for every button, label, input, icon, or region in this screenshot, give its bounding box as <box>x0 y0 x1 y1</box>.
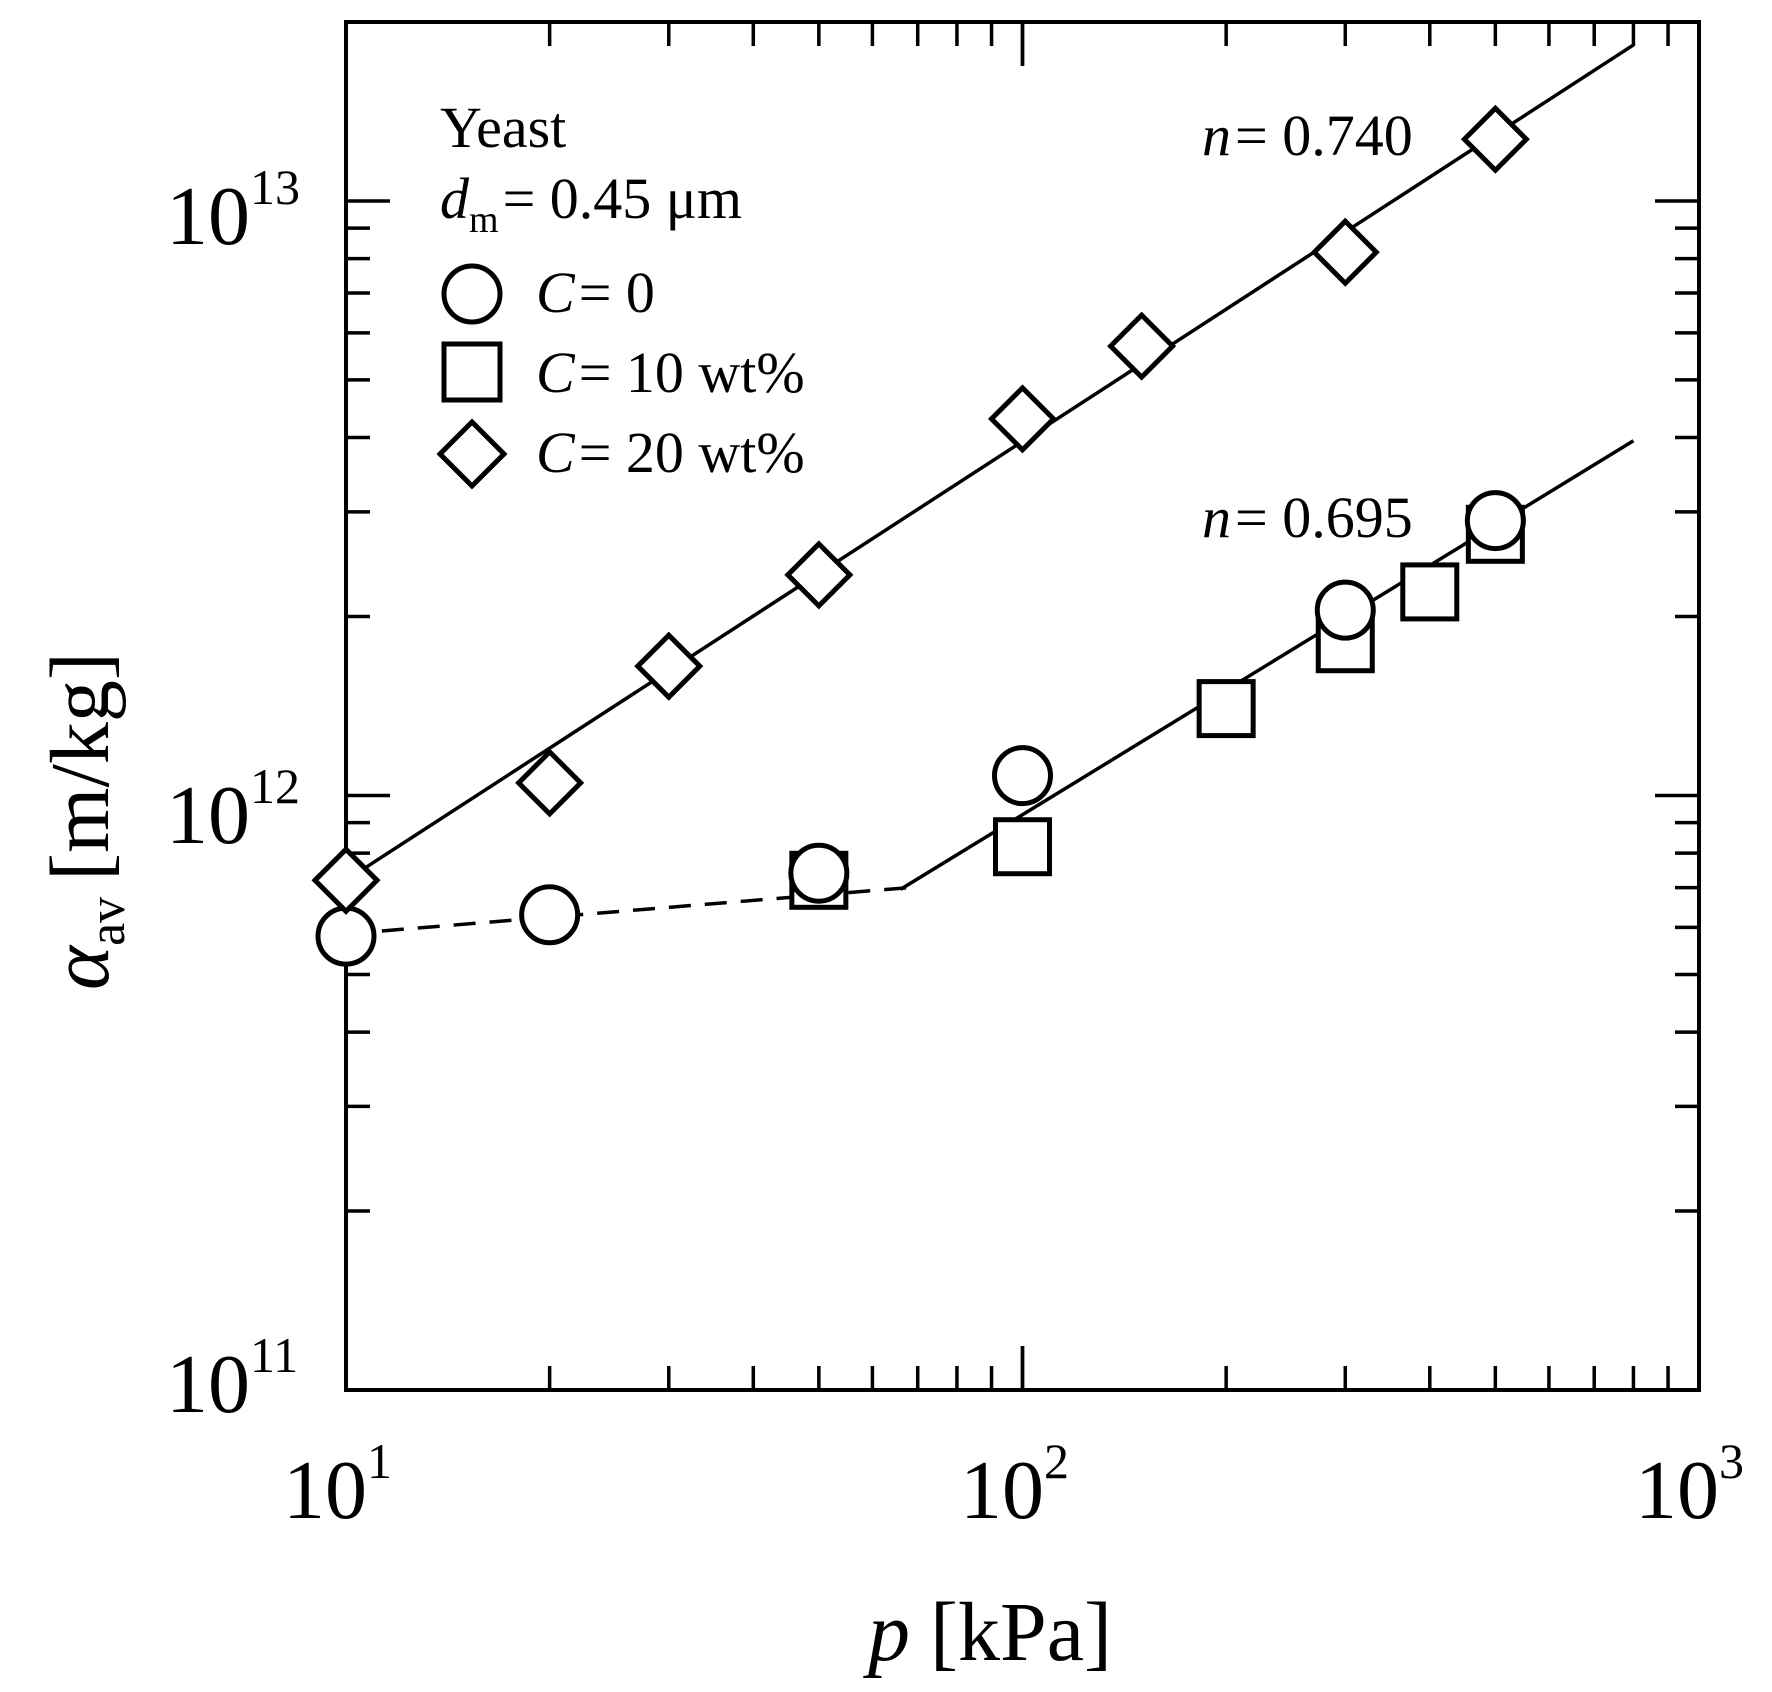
data-point-circle <box>519 884 581 946</box>
n-label-c20: n= 0.740 <box>1202 103 1413 168</box>
x-tick-label: 103 <box>1635 1433 1744 1537</box>
data-point-square <box>993 817 1052 877</box>
legend: Yeast dm= 0.45 μm C= 0 C= 10 wt% C= 20 w… <box>436 95 805 490</box>
data-point-diamond <box>634 631 704 701</box>
data-point-square <box>1196 679 1256 739</box>
data-point-diamond <box>515 748 585 818</box>
data-point-diamond <box>311 845 381 915</box>
ticks <box>344 20 1701 1392</box>
legend-entry-c20: C= 20 wt% <box>536 420 805 485</box>
data-point-circle <box>1314 579 1376 641</box>
data-point-diamond <box>987 384 1058 454</box>
y-tick-label: 1011 <box>166 1327 298 1431</box>
x-tick-label: 102 <box>960 1433 1069 1537</box>
data-point-diamond <box>1107 311 1177 381</box>
data-point-circle <box>788 842 850 904</box>
legend-membrane: dm= 0.45 μm <box>440 166 742 241</box>
y-tick-label: 1012 <box>166 758 300 862</box>
data-point-diamond <box>1310 217 1380 287</box>
data-point-diamond <box>1460 104 1530 174</box>
legend-diamond-marker <box>436 418 508 490</box>
legend-material: Yeast <box>440 95 566 160</box>
data-point-square <box>1400 562 1460 622</box>
y-tick-label: 1013 <box>166 159 300 263</box>
x-axis-label: p [kPa] <box>863 1586 1112 1679</box>
legend-circle-marker <box>441 263 503 325</box>
n-label-c0: n= 0.695 <box>1202 485 1413 550</box>
data-point-circle <box>992 745 1053 807</box>
legend-entry-c10: C= 10 wt% <box>536 340 805 405</box>
legend-entry-c0: C= 0 <box>536 260 655 325</box>
data-points <box>311 104 1530 967</box>
data-point-circle <box>1464 490 1526 552</box>
fit-c20 <box>345 43 1635 882</box>
data-point-circle <box>315 905 377 967</box>
legend-square-marker <box>441 341 503 403</box>
data-point-diamond <box>784 540 854 610</box>
x-tick-label: 101 <box>283 1433 392 1537</box>
x-tick-labels: 101 102 103 <box>283 1433 1744 1537</box>
y-tick-labels: 1011 1012 1013 <box>166 159 300 1431</box>
y-axis-label: αav[m/kg] <box>34 652 136 990</box>
